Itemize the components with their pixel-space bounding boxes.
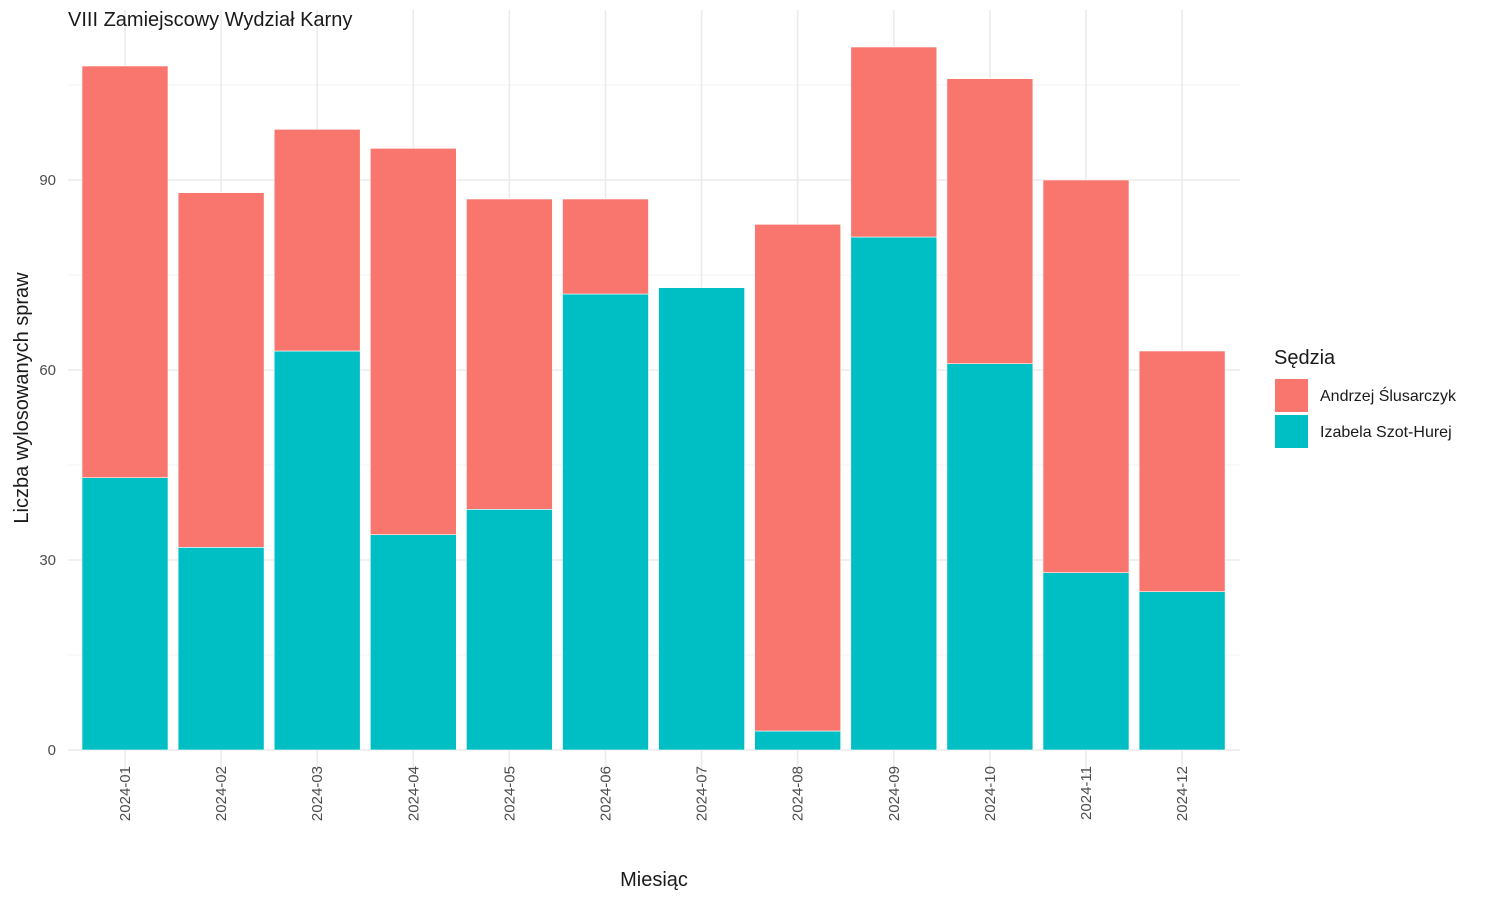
bar-segment [273, 129, 361, 352]
x-tick-label: 2024-05 [501, 766, 518, 821]
y-tick-label: 60 [39, 362, 56, 379]
bar-segment [81, 65, 169, 478]
y-tick-label: 90 [39, 172, 56, 189]
x-tick-label: 2024-08 [790, 766, 807, 821]
bar-segment [177, 192, 265, 548]
legend-title: Sędzia [1274, 347, 1336, 369]
x-tick-label: 2024-06 [598, 766, 615, 821]
bar-segment [562, 198, 649, 295]
bar-segment [946, 363, 1034, 751]
bar-segment [658, 287, 745, 751]
bar-segment [466, 509, 553, 751]
bar-segment [1138, 591, 1226, 751]
y-tick-label: 0 [48, 742, 56, 759]
bar-segment [754, 224, 842, 732]
x-tick-label: 2024-12 [1174, 766, 1191, 821]
bar-segment [369, 148, 457, 535]
x-tick-label: 2024-07 [694, 766, 711, 821]
x-tick-label: 2024-01 [117, 766, 134, 821]
bar-segment [754, 730, 842, 751]
bar-segment [177, 547, 265, 751]
x-tick-label: 2024-04 [405, 766, 422, 821]
legend-label: Andrzej Ślusarczyk [1320, 386, 1457, 405]
y-axis-ticks: 0 30 60 90 [39, 172, 56, 759]
x-axis-ticks: 2024-01 2024-02 2024-03 2024-04 2024-05 2024-… [117, 766, 1191, 821]
bar-segment [466, 198, 553, 510]
bar-segment [1138, 350, 1226, 592]
bar-segment [850, 46, 938, 238]
bar-segment [850, 236, 938, 751]
legend: Sędzia Andrzej Ślusarczyk Izabela Szot-Hu… [1274, 347, 1457, 448]
legend-label: Izabela Szot-Hurej [1320, 424, 1452, 441]
bar-segment [562, 293, 649, 751]
bar-segment [946, 78, 1034, 364]
y-axis-title: Liczba wylosowanych spraw [11, 272, 33, 524]
bar-segment [273, 350, 361, 751]
bar-segment [1042, 179, 1130, 573]
bar-segment [81, 477, 169, 751]
x-tick-label: 2024-03 [309, 766, 326, 821]
x-tick-label: 2024-11 [1078, 766, 1095, 820]
bars [81, 46, 1226, 751]
x-tick-label: 2024-02 [213, 766, 230, 821]
bar-segment [1042, 572, 1130, 751]
chart-title: VIII Zamiejscowy Wydział Karny [68, 9, 352, 31]
x-tick-label: 2024-09 [886, 766, 903, 821]
legend-swatch [1275, 415, 1308, 448]
y-tick-label: 30 [39, 552, 56, 569]
legend-swatch [1275, 379, 1308, 412]
x-axis-title: Miesiąc [620, 869, 688, 891]
x-tick-label: 2024-10 [982, 766, 999, 821]
bar-segment [369, 534, 457, 751]
